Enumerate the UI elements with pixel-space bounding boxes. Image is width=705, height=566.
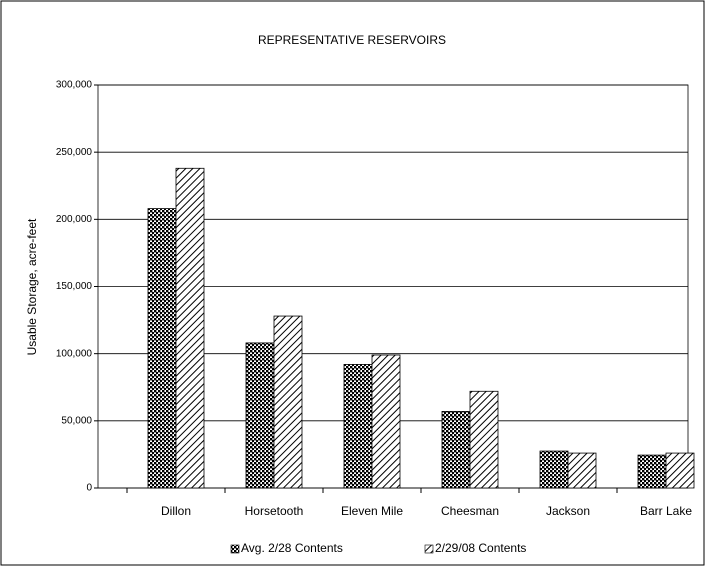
- legend-label: Avg. 2/28 Contents: [241, 541, 343, 555]
- bar: [245, 342, 275, 489]
- y-tick-label: 300,000: [56, 80, 93, 91]
- bar: [539, 450, 569, 489]
- y-tick-label: 250,000: [56, 147, 93, 158]
- x-tick-label: Barr Lake: [640, 504, 692, 518]
- y-tick-label: 100,000: [56, 348, 93, 359]
- x-tick-label: Jackson: [546, 504, 590, 518]
- bar: [343, 364, 373, 489]
- y-tick-label: 200,000: [56, 214, 93, 225]
- bar: [469, 390, 499, 489]
- chart-title: REPRESENTATIVE RESERVOIRS: [258, 33, 446, 47]
- y-tick-label: 50,000: [61, 415, 92, 426]
- bar: [147, 208, 177, 489]
- legend-swatch: [424, 544, 434, 554]
- x-tick-label: Dillon: [161, 504, 191, 518]
- legend-swatch: [230, 544, 240, 554]
- bar: [665, 452, 695, 489]
- y-axis-label: Usable Storage, acre-feet: [25, 218, 39, 355]
- bar: [567, 452, 597, 489]
- bar: [273, 315, 303, 489]
- bar: [637, 454, 667, 489]
- x-tick-label: Cheesman: [441, 504, 499, 518]
- y-tick-label: 0: [86, 483, 92, 494]
- x-tick-label: Horsetooth: [245, 504, 304, 518]
- bar: [175, 167, 205, 489]
- legend-label: 2/29/08 Contents: [435, 541, 526, 555]
- x-tick-label: Eleven Mile: [341, 504, 403, 518]
- bar: [441, 411, 471, 489]
- y-tick-label: 150,000: [56, 281, 93, 292]
- bar: [371, 354, 401, 489]
